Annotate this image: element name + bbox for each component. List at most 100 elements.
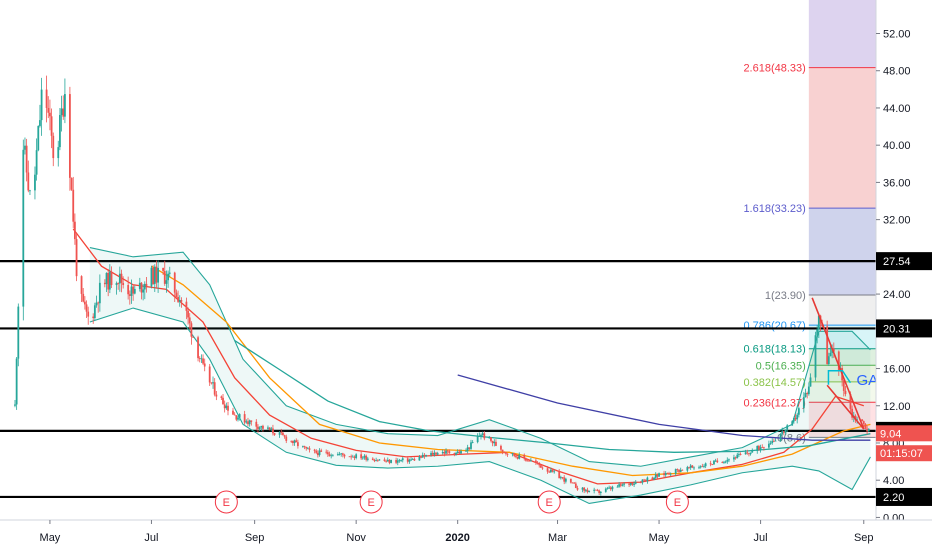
- trend-line: [826, 384, 865, 430]
- candle-body: [455, 452, 457, 455]
- bollinger-lower-line: [89, 307, 871, 505]
- candle-body: [29, 190, 31, 192]
- candle-body: [361, 457, 364, 459]
- candle-body: [689, 465, 692, 468]
- candle-body: [797, 408, 800, 415]
- candle-body: [157, 267, 160, 283]
- candle-body: [142, 289, 145, 293]
- candle-body: [691, 465, 694, 468]
- candle-body: [488, 437, 491, 439]
- candle-body: [751, 450, 754, 453]
- candle-body: [413, 458, 416, 461]
- candle-body: [693, 467, 695, 469]
- candle-body: [619, 484, 622, 486]
- candle-body: [759, 447, 762, 450]
- candle-body: [163, 270, 166, 284]
- candle-body: [418, 456, 421, 461]
- candle-body: [816, 329, 819, 336]
- candle-body: [669, 473, 672, 475]
- candle-body: [563, 477, 566, 482]
- candle-body: [318, 450, 321, 456]
- candle-body: [523, 454, 526, 459]
- fib-zone: [808, 365, 883, 382]
- candle-body: [118, 273, 121, 284]
- candle-body: [47, 107, 50, 113]
- candle-body: [313, 449, 316, 451]
- candle-body: [511, 453, 514, 455]
- candle-body: [503, 451, 506, 453]
- candle-body: [807, 386, 810, 395]
- moving-average-line: [457, 374, 871, 441]
- candle-body: [866, 428, 868, 432]
- candle-body: [584, 489, 587, 491]
- candle-body: [483, 433, 486, 439]
- candle-body: [611, 486, 614, 490]
- earnings-marker-label: E: [223, 497, 230, 509]
- candle-body: [604, 488, 607, 492]
- candle-body: [633, 483, 635, 485]
- candle-body: [225, 405, 228, 409]
- candle-body: [270, 428, 273, 431]
- level-price-tag: [876, 252, 932, 271]
- candle-body: [282, 432, 284, 436]
- candle-body: [128, 294, 131, 296]
- candle-body: [646, 477, 649, 482]
- candle-body: [155, 266, 158, 283]
- candle-body: [703, 466, 705, 467]
- candle-body: [376, 460, 379, 462]
- candle-body: [212, 382, 214, 384]
- candle-body: [618, 484, 621, 487]
- candle-body: [651, 477, 654, 480]
- candle-body: [728, 459, 730, 461]
- candle-body: [302, 445, 304, 447]
- candle-body: [366, 458, 369, 460]
- candle-body: [481, 433, 484, 435]
- candles: [14, 75, 870, 496]
- x-tick-label: May: [40, 532, 61, 544]
- y-tick-label: 52.00: [883, 29, 911, 41]
- candle-body: [57, 147, 60, 159]
- candle-body: [674, 469, 677, 474]
- candle-body: [280, 432, 283, 433]
- candle-body: [50, 116, 53, 136]
- candle-body: [558, 471, 561, 479]
- x-tick-label: Jul: [754, 532, 768, 544]
- candle-body: [108, 271, 111, 290]
- candle-body: [355, 454, 358, 458]
- candle-body: [80, 276, 83, 294]
- candle-body: [539, 465, 542, 468]
- candle-body: [143, 283, 146, 290]
- candle-body: [458, 451, 461, 454]
- candle-body: [704, 463, 707, 467]
- candle-body: [749, 452, 752, 455]
- candle-body: [804, 393, 807, 398]
- candle-body: [290, 440, 293, 442]
- candle-body: [420, 456, 422, 458]
- candle-body: [378, 459, 381, 461]
- candle-body: [809, 377, 812, 387]
- candle-body: [180, 300, 183, 302]
- candle-body: [330, 455, 333, 457]
- candle-body: [772, 440, 775, 442]
- candle-body: [433, 452, 436, 455]
- candle-body: [152, 267, 155, 285]
- candle-body: [187, 310, 189, 318]
- candle-body: [177, 296, 179, 302]
- candle-body: [541, 467, 544, 469]
- candle-body: [668, 473, 670, 475]
- candle-body: [423, 454, 426, 457]
- candle-body: [421, 454, 424, 458]
- candle-body: [546, 468, 549, 472]
- candle-body: [175, 292, 178, 297]
- candle-body: [714, 460, 717, 462]
- candle-body: [744, 452, 747, 455]
- candle-body: [98, 282, 101, 304]
- candle-body: [385, 460, 388, 462]
- candle-body: [738, 454, 740, 455]
- candle-body: [83, 301, 86, 305]
- candle-body: [388, 459, 391, 463]
- candle-body: [564, 478, 567, 482]
- candle-body: [654, 474, 657, 478]
